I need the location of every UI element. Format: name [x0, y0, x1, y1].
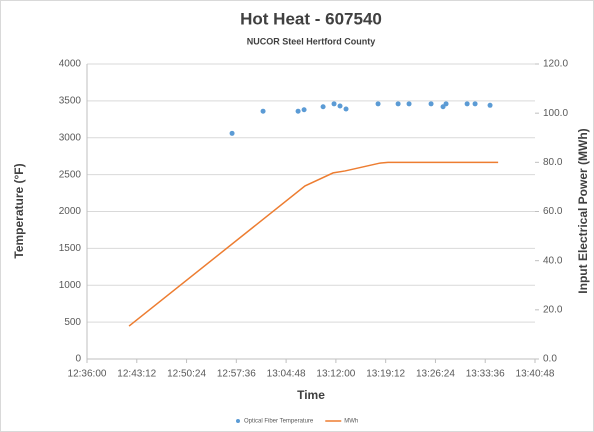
x-tick-label: 12:43:12 [117, 369, 156, 380]
scatter-point [320, 104, 326, 110]
scatter-point [295, 108, 301, 114]
legend-label: MWh [344, 419, 358, 425]
legend-label: Optical Fiber Temperature [244, 419, 314, 425]
x-tick-label: 13:40:48 [516, 369, 555, 380]
scatter-point [301, 107, 307, 113]
x-tick-label: 12:36:00 [68, 369, 107, 380]
y2-tick-label: 0.0 [543, 354, 557, 365]
x-tick-label: 13:04:48 [267, 369, 306, 380]
y-tick-label: 2500 [59, 169, 82, 180]
scatter-point [472, 101, 478, 107]
y-tick-label: 0 [75, 354, 81, 365]
y2-tick-label: 20.0 [543, 304, 563, 315]
y2-tick-label: 120.0 [543, 59, 568, 70]
x-tick-label: 13:26:24 [416, 369, 455, 380]
y-tick-label: 1500 [59, 243, 82, 254]
scatter-point [343, 106, 349, 112]
chart-subtitle: NUCOR Steel Hertford County [247, 36, 376, 46]
scatter-point [260, 108, 266, 114]
scatter-point [337, 103, 343, 109]
y-tick-label: 2000 [59, 206, 82, 217]
y-tick-label: 3000 [59, 132, 82, 143]
y2-tick-label: 60.0 [543, 206, 563, 217]
scatter-point [395, 101, 401, 107]
chart-title: Hot Heat - 607540 [240, 9, 382, 28]
y-tick-label: 500 [64, 317, 81, 328]
scatter-point [229, 130, 235, 136]
y2-tick-label: 40.0 [543, 255, 563, 266]
y-tick-label: 1000 [59, 280, 82, 291]
y-tick-label: 4000 [59, 59, 82, 70]
y-axis-title: Temperature (°F) [12, 163, 26, 258]
scatter-point [406, 101, 412, 107]
x-tick-label: 12:50:24 [167, 369, 206, 380]
scatter-point [464, 101, 470, 107]
legend-marker [236, 419, 240, 423]
x-tick-label: 12:57:36 [217, 369, 256, 380]
line-series [128, 161, 499, 327]
scatter-point [375, 101, 381, 107]
scatter-point [443, 101, 449, 107]
x-tick-label: 13:19:12 [366, 369, 405, 380]
y2-tick-label: 80.0 [543, 157, 563, 168]
y-tick-label: 3500 [59, 96, 82, 107]
scatter-point [428, 101, 434, 107]
x-tick-label: 13:12:00 [316, 369, 355, 380]
y2-tick-label: 100.0 [543, 108, 568, 119]
scatter-point [331, 101, 337, 107]
x-axis-title: Time [297, 388, 325, 402]
scatter-point [487, 102, 493, 108]
x-tick-label: 13:33:36 [466, 369, 505, 380]
y2-axis-title: Input Electrical Power (MWh) [576, 128, 590, 293]
